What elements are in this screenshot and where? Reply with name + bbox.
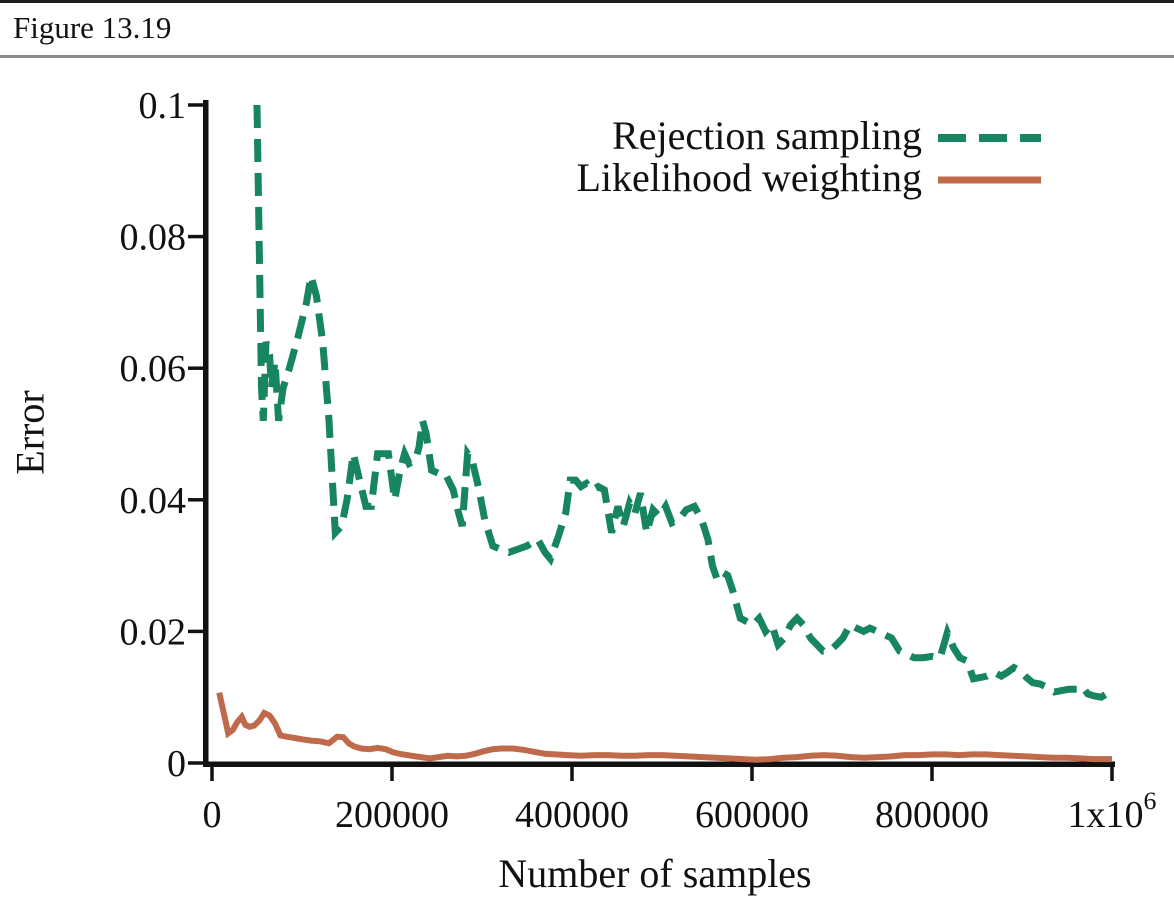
y-axis-title: Error (7, 390, 53, 475)
y-axis-line (203, 100, 209, 767)
legend-label-likelihood-weighting: Likelihood weighting (576, 155, 922, 200)
top-rule (0, 0, 1174, 3)
x-tick-label: 200000 (335, 794, 449, 836)
y-tick-label: 0 (167, 743, 186, 785)
y-tick-label: 0.1 (139, 85, 187, 127)
axes-layer: 0 0.02 0.04 0.06 0.08 0.1 0 200000 400000 600000 8… (120, 85, 1157, 836)
x-axis-title: Number of samples (498, 851, 812, 896)
x-tick-label: 400000 (515, 794, 629, 836)
header-rule (0, 55, 1174, 58)
x-tick-label: 0 (203, 794, 222, 836)
x-tick-label: 1x106 (1068, 786, 1157, 836)
y-tick-label: 0.04 (120, 480, 187, 522)
y-tick-label: 0.02 (120, 611, 187, 653)
series-layer (216, 104, 1114, 763)
y-tick-label: 0.06 (120, 348, 187, 390)
legend-label-rejection-sampling: Rejection sampling (612, 113, 922, 158)
y-tick-label: 0.08 (120, 217, 187, 259)
series-line-rejection-sampling (253, 104, 1114, 701)
superscript: 6 (1144, 786, 1157, 815)
x-tick-label: 800000 (875, 794, 989, 836)
x-axis-line (203, 761, 1115, 767)
series-line-likelihood-weighting (216, 691, 1112, 763)
figure-label: Figure 13.19 (13, 10, 172, 45)
x-tick-label: 600000 (695, 794, 809, 836)
